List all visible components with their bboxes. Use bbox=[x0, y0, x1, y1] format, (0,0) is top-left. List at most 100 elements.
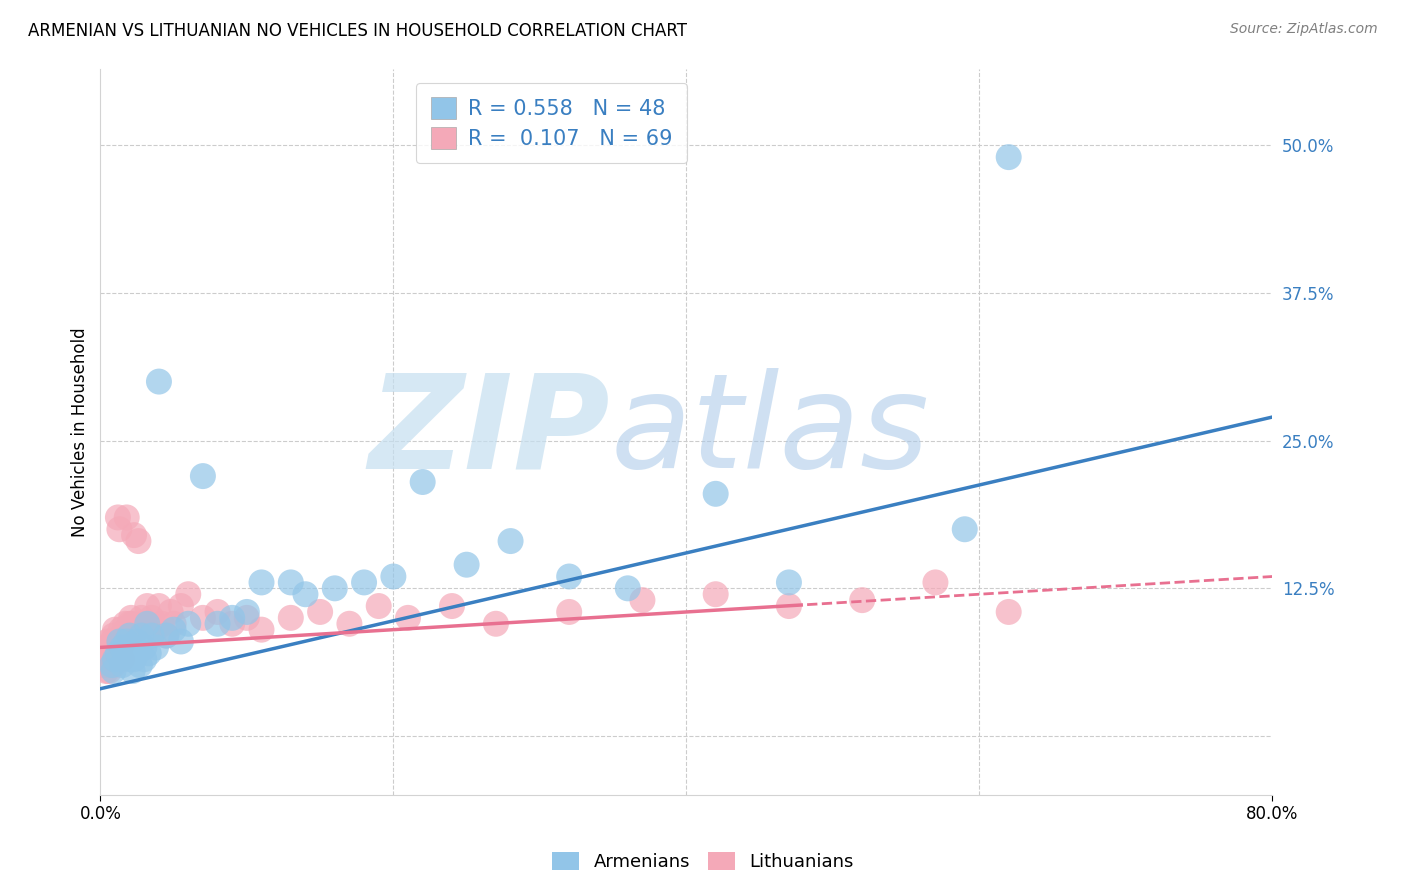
Point bbox=[997, 605, 1019, 619]
Text: atlas: atlas bbox=[610, 368, 929, 495]
Point bbox=[191, 611, 214, 625]
Point bbox=[118, 652, 141, 666]
Point bbox=[125, 623, 148, 637]
Point bbox=[136, 616, 159, 631]
Point bbox=[382, 569, 405, 583]
Point bbox=[134, 616, 156, 631]
Point bbox=[122, 528, 145, 542]
Point bbox=[221, 616, 243, 631]
Y-axis label: No Vehicles in Household: No Vehicles in Household bbox=[72, 327, 89, 537]
Point bbox=[558, 569, 581, 583]
Point bbox=[145, 640, 167, 655]
Point bbox=[107, 510, 129, 524]
Point bbox=[558, 605, 581, 619]
Point bbox=[98, 664, 121, 678]
Point bbox=[170, 599, 193, 613]
Point bbox=[115, 510, 138, 524]
Point bbox=[114, 646, 136, 660]
Point bbox=[221, 611, 243, 625]
Point bbox=[177, 616, 200, 631]
Point bbox=[136, 599, 159, 613]
Point bbox=[104, 652, 127, 666]
Point bbox=[118, 629, 141, 643]
Point bbox=[207, 616, 229, 631]
Point bbox=[953, 522, 976, 536]
Point bbox=[122, 652, 145, 666]
Point bbox=[294, 587, 316, 601]
Point bbox=[129, 658, 152, 673]
Point bbox=[91, 658, 114, 673]
Point bbox=[138, 646, 160, 660]
Point bbox=[104, 623, 127, 637]
Point bbox=[115, 623, 138, 637]
Text: Source: ZipAtlas.com: Source: ZipAtlas.com bbox=[1230, 22, 1378, 37]
Point bbox=[148, 375, 170, 389]
Point bbox=[177, 587, 200, 601]
Point bbox=[101, 646, 124, 660]
Point bbox=[103, 629, 125, 643]
Point bbox=[103, 664, 125, 678]
Point bbox=[111, 640, 134, 655]
Text: ARMENIAN VS LITHUANIAN NO VEHICLES IN HOUSEHOLD CORRELATION CHART: ARMENIAN VS LITHUANIAN NO VEHICLES IN HO… bbox=[28, 22, 688, 40]
Point bbox=[704, 587, 727, 601]
Point bbox=[110, 640, 132, 655]
Point bbox=[100, 652, 122, 666]
Point bbox=[207, 605, 229, 619]
Point bbox=[127, 534, 149, 549]
Point bbox=[111, 629, 134, 643]
Point bbox=[125, 634, 148, 648]
Point bbox=[120, 611, 142, 625]
Point bbox=[104, 646, 127, 660]
Point bbox=[155, 629, 177, 643]
Point bbox=[162, 616, 184, 631]
Point bbox=[170, 634, 193, 648]
Point bbox=[851, 593, 873, 607]
Point bbox=[96, 664, 118, 678]
Point bbox=[107, 646, 129, 660]
Point bbox=[704, 487, 727, 501]
Point bbox=[353, 575, 375, 590]
Point bbox=[134, 640, 156, 655]
Point bbox=[108, 634, 131, 648]
Point bbox=[280, 611, 302, 625]
Point bbox=[121, 664, 143, 678]
Point bbox=[101, 658, 124, 673]
Point bbox=[93, 646, 115, 660]
Point bbox=[131, 611, 153, 625]
Point bbox=[103, 658, 125, 673]
Point bbox=[155, 629, 177, 643]
Point bbox=[412, 475, 434, 489]
Text: ZIP: ZIP bbox=[368, 368, 610, 495]
Point bbox=[108, 522, 131, 536]
Point bbox=[616, 582, 638, 596]
Point bbox=[107, 652, 129, 666]
Point bbox=[141, 629, 163, 643]
Point bbox=[112, 634, 135, 648]
Point bbox=[117, 629, 139, 643]
Point bbox=[162, 623, 184, 637]
Point bbox=[96, 640, 118, 655]
Point bbox=[101, 634, 124, 648]
Point bbox=[778, 599, 800, 613]
Point bbox=[339, 616, 361, 631]
Point bbox=[114, 616, 136, 631]
Point bbox=[456, 558, 478, 572]
Point bbox=[145, 623, 167, 637]
Point bbox=[309, 605, 332, 619]
Point bbox=[367, 599, 389, 613]
Point bbox=[191, 469, 214, 483]
Point bbox=[115, 634, 138, 648]
Legend: Armenians, Lithuanians: Armenians, Lithuanians bbox=[544, 845, 862, 879]
Point bbox=[118, 616, 141, 631]
Point bbox=[111, 652, 134, 666]
Point bbox=[111, 658, 134, 673]
Point bbox=[236, 611, 259, 625]
Point bbox=[280, 575, 302, 590]
Point bbox=[440, 599, 463, 613]
Point bbox=[148, 599, 170, 613]
Point bbox=[121, 640, 143, 655]
Point bbox=[250, 575, 273, 590]
Point bbox=[98, 646, 121, 660]
Point bbox=[121, 616, 143, 631]
Point bbox=[997, 150, 1019, 164]
